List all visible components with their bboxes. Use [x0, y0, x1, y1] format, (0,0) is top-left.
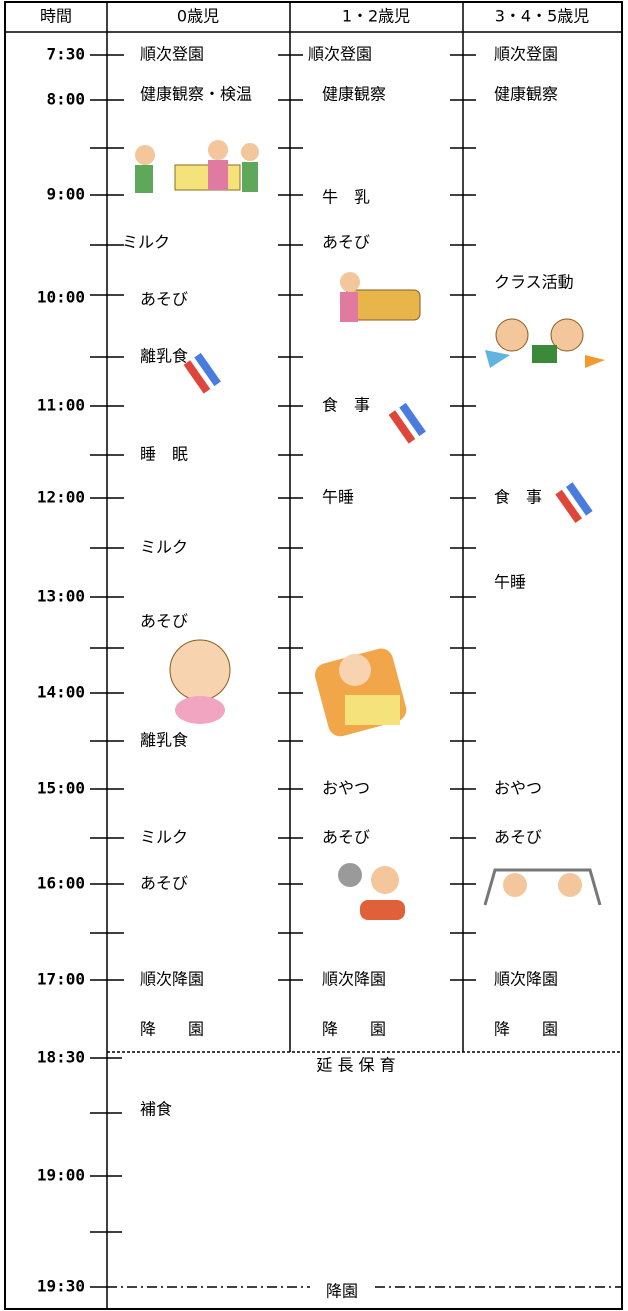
activity: 睡 眠 — [140, 445, 188, 464]
activity: おやつ — [322, 779, 370, 798]
activity: 順次降園 — [494, 970, 558, 989]
activity: 順次降園 — [140, 970, 204, 989]
activity: あそび — [140, 874, 188, 893]
activity: あそび — [322, 828, 370, 847]
activity: 健康観察・検温 — [140, 85, 252, 104]
activity: 降 園 — [494, 1020, 558, 1039]
activity: 順次降園 — [322, 970, 386, 989]
activity: 食 事 — [494, 488, 542, 507]
activity: 順次登園 — [308, 45, 372, 64]
activity: あそび — [322, 233, 370, 252]
time-label: 13:00 — [37, 587, 85, 606]
time-label: 12:00 — [37, 488, 85, 507]
time-label: 16:00 — [37, 874, 85, 893]
time-label: 14:00 — [37, 683, 85, 702]
activity: 健康観察 — [322, 85, 386, 104]
time-label: 8:00 — [46, 90, 85, 109]
activity: ミルク — [122, 233, 170, 252]
header-cell: 1・2歳児 — [342, 7, 410, 26]
activity: 降 園 — [322, 1020, 386, 1039]
activity: 順次登園 — [140, 45, 204, 64]
header-cell: 時間 — [40, 7, 72, 26]
time-label: 19:30 — [37, 1277, 85, 1296]
activity: 降 園 — [140, 1020, 204, 1039]
activity: 順次登園 — [494, 45, 558, 64]
illustration — [135, 140, 605, 920]
activity: クラス活動 — [494, 273, 574, 292]
activity: 健康観察 — [494, 85, 558, 104]
header-cell: 0歳児 — [177, 7, 219, 26]
frame — [4, 1, 623, 1310]
activity: あそび — [140, 290, 188, 309]
time-label: 19:00 — [37, 1166, 85, 1185]
activity: あそび — [140, 612, 188, 631]
activity: 離乳食 — [140, 347, 188, 366]
activity: 午睡 — [322, 488, 354, 507]
time-label: 10:00 — [37, 288, 85, 307]
extended-end: 降園 — [326, 1282, 358, 1301]
time-label: 11:00 — [37, 396, 85, 415]
header-cell: 3・4・5歳児 — [495, 7, 590, 26]
extended-item: 補食 — [140, 1100, 172, 1119]
activity: 牛 乳 — [322, 188, 370, 207]
activity: おやつ — [494, 779, 542, 798]
time-label: 18:30 — [37, 1048, 85, 1067]
time-label: 9:00 — [46, 185, 85, 204]
activity: あそび — [494, 828, 542, 847]
activity: 午睡 — [494, 573, 526, 592]
time-label: 17:00 — [37, 970, 85, 989]
activity: 離乳食 — [140, 731, 188, 750]
activity: 食 事 — [322, 396, 370, 415]
activity: ミルク — [140, 538, 188, 557]
time-label: 15:00 — [37, 779, 85, 798]
extended-label: 延 長 保 育 — [316, 1056, 395, 1075]
time-label: 7:30 — [46, 45, 85, 64]
activity: ミルク — [140, 828, 188, 847]
